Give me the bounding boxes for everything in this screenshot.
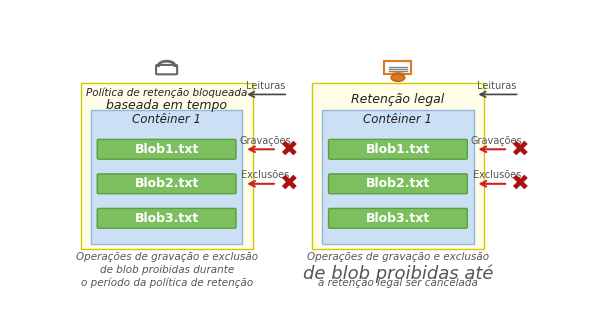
FancyBboxPatch shape (91, 110, 242, 244)
Text: a retenção legal ser cancelada: a retenção legal ser cancelada (318, 278, 478, 288)
Text: de blob proibidas até: de blob proibidas até (303, 265, 493, 283)
Text: baseada em tempo: baseada em tempo (106, 99, 227, 112)
Text: Blob2.txt: Blob2.txt (134, 177, 199, 190)
Text: o período da política de retenção: o período da política de retenção (80, 278, 253, 288)
Text: Leituras: Leituras (477, 81, 517, 91)
Text: ✖: ✖ (279, 174, 297, 194)
Text: ✖: ✖ (510, 139, 529, 159)
FancyBboxPatch shape (322, 110, 474, 244)
Text: Gravações: Gravações (471, 136, 522, 146)
Text: Política de retenção bloqueada: Política de retenção bloqueada (86, 88, 247, 98)
Text: ✖: ✖ (510, 174, 529, 194)
Text: Gravações: Gravações (239, 136, 291, 146)
Text: Leituras: Leituras (246, 81, 285, 91)
FancyBboxPatch shape (98, 139, 236, 159)
Text: Blob3.txt: Blob3.txt (135, 212, 199, 225)
FancyBboxPatch shape (98, 208, 236, 228)
FancyBboxPatch shape (384, 61, 411, 74)
FancyBboxPatch shape (156, 65, 177, 74)
FancyBboxPatch shape (312, 83, 484, 250)
FancyBboxPatch shape (329, 174, 467, 194)
Text: Blob1.txt: Blob1.txt (366, 143, 430, 156)
Text: ✖: ✖ (279, 139, 297, 159)
Text: Contêiner 1: Contêiner 1 (363, 112, 433, 126)
Text: Operações de gravação e exclusão: Operações de gravação e exclusão (307, 252, 489, 262)
FancyBboxPatch shape (329, 208, 467, 228)
Text: Exclusões: Exclusões (473, 170, 521, 180)
Text: Blob1.txt: Blob1.txt (134, 143, 199, 156)
FancyBboxPatch shape (81, 83, 252, 250)
Text: Exclusões: Exclusões (241, 170, 290, 180)
FancyBboxPatch shape (329, 139, 467, 159)
Text: Blob3.txt: Blob3.txt (366, 212, 430, 225)
Circle shape (391, 74, 405, 81)
Text: Retenção legal: Retenção legal (351, 93, 444, 106)
Text: de blob proibidas durante: de blob proibidas durante (99, 265, 234, 275)
Text: Blob2.txt: Blob2.txt (366, 177, 430, 190)
Text: Contêiner 1: Contêiner 1 (132, 112, 201, 126)
Text: Operações de gravação e exclusão: Operações de gravação e exclusão (76, 252, 258, 262)
FancyBboxPatch shape (98, 174, 236, 194)
